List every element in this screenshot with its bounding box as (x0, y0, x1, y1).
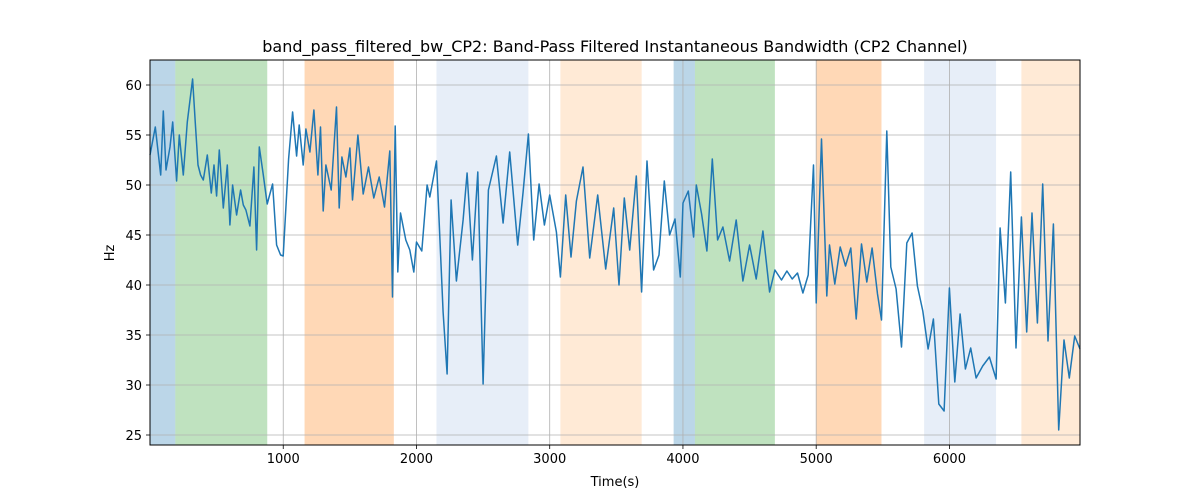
band-5 (560, 60, 642, 445)
grid (150, 60, 1080, 445)
y-tick-label: 25 (125, 429, 142, 444)
x-tick-label: 4000 (666, 452, 699, 467)
chart-title: band_pass_filtered_bw_CP2: Band-Pass Fil… (262, 37, 968, 57)
y-axis-label: Hz (103, 245, 118, 262)
band-6 (673, 60, 695, 445)
series-line (149, 78, 1081, 431)
band-10 (1021, 60, 1080, 445)
band-9 (924, 60, 997, 445)
band-2 (175, 60, 268, 445)
axes-frame (149, 59, 1081, 446)
y-tick-label: 50 (125, 179, 142, 194)
x-tick-label: 1000 (267, 452, 300, 467)
band-3 (304, 60, 394, 445)
y-tick-label: 60 (125, 79, 142, 94)
x-tick-label: 5000 (800, 452, 833, 467)
series-layer (149, 78, 1081, 431)
x-tick-label: 3000 (533, 452, 566, 467)
x-axis-label: Time(s) (590, 475, 640, 490)
x-axis-ticks: 1000 2000 3000 4000 5000 6000 (267, 445, 966, 467)
y-tick-label: 45 (125, 229, 142, 244)
y-tick-label: 35 (125, 329, 142, 344)
band-7 (694, 60, 775, 445)
y-axis-ticks: 25 30 35 40 45 50 55 60 (125, 79, 150, 444)
y-tick-label: 30 (125, 379, 142, 394)
y-tick-label: 55 (125, 129, 142, 144)
x-tick-label: 6000 (933, 452, 966, 467)
y-tick-label: 40 (125, 279, 142, 294)
x-tick-label: 2000 (400, 452, 433, 467)
